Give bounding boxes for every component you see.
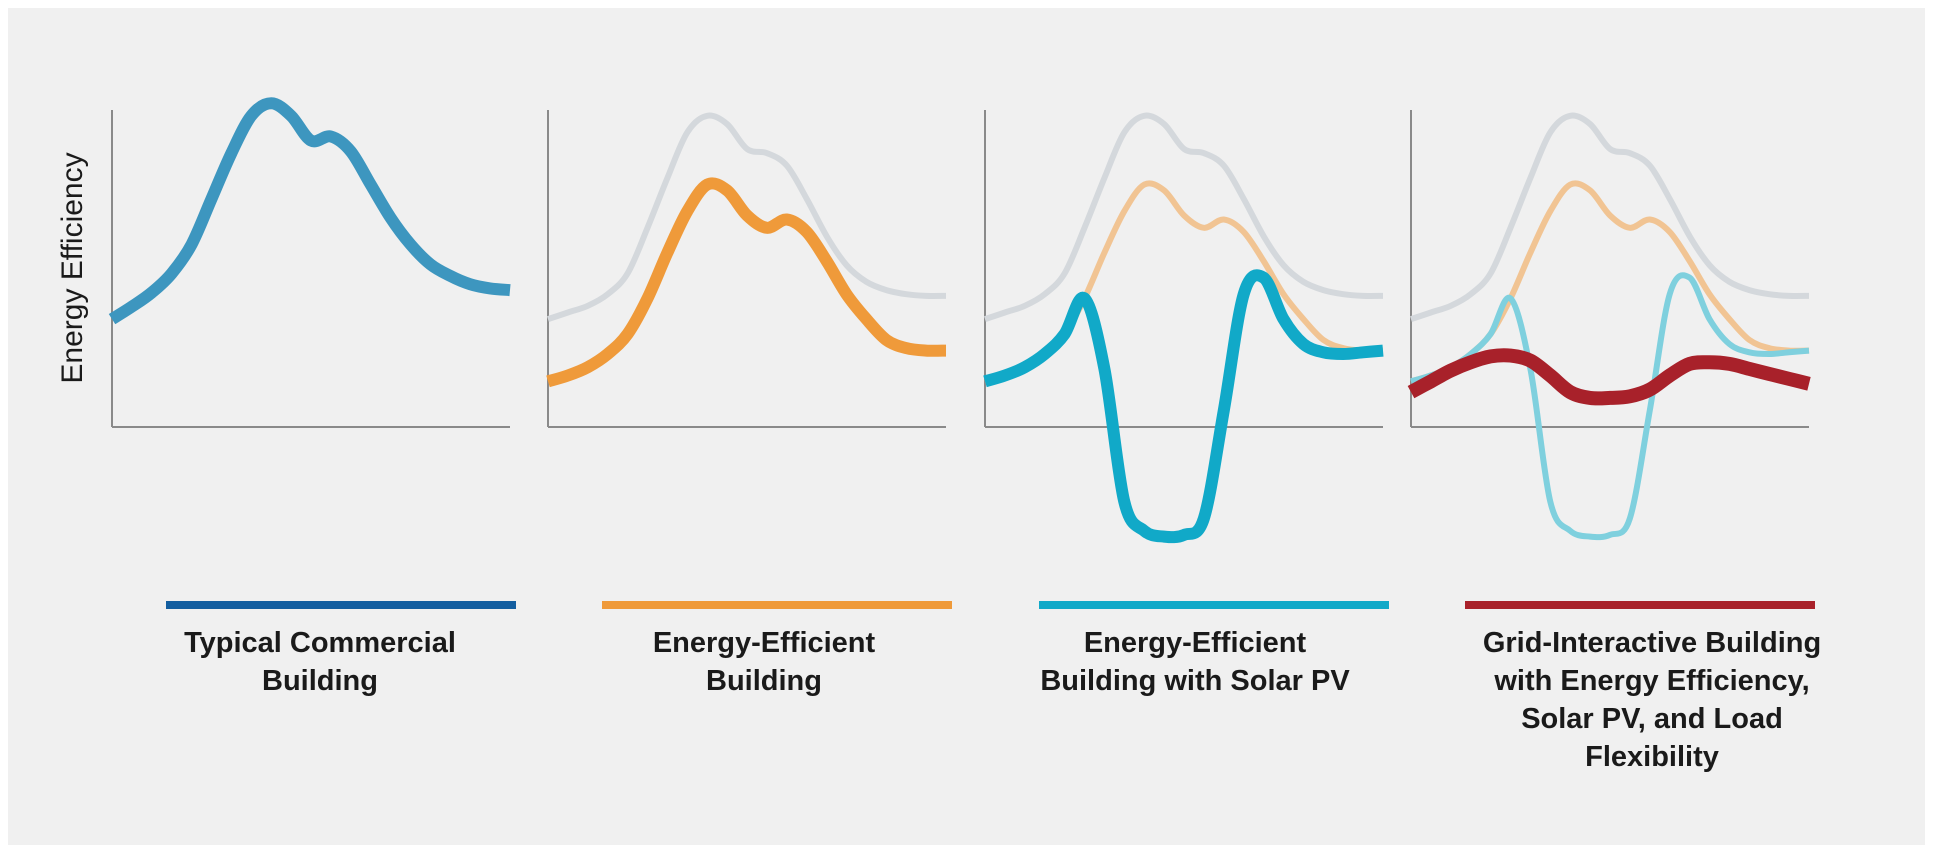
reference-line-typical bbox=[1410, 112, 1810, 322]
reference-line-solar_faded bbox=[1410, 272, 1810, 541]
panel-caption-grid: Grid-Interactive Building with Energy Ef… bbox=[1482, 627, 1822, 773]
reference-line-typical bbox=[547, 112, 947, 322]
panel-4 bbox=[1407, 110, 1815, 609]
legend-bar bbox=[166, 601, 516, 609]
series-line-typical bbox=[108, 97, 511, 325]
legend-bar bbox=[1039, 601, 1389, 609]
series-line-grid bbox=[1407, 348, 1811, 406]
series-line-efficient bbox=[546, 177, 947, 388]
series-line-solar bbox=[983, 269, 1384, 544]
panel-caption-solar: Energy-Efficient Building with Solar PV bbox=[1040, 627, 1350, 697]
panel-3 bbox=[983, 110, 1389, 609]
legend-bar bbox=[602, 601, 952, 609]
panel-caption-efficient: Energy-Efficient Building bbox=[652, 627, 876, 697]
legend-bar bbox=[1465, 601, 1815, 609]
panel-1 bbox=[108, 97, 516, 609]
panel-caption-typical: Typical Commercial Building bbox=[184, 627, 456, 697]
y-axis-label: Energy Efficiency bbox=[56, 152, 89, 383]
reference-line-typical bbox=[984, 112, 1384, 322]
panel-2 bbox=[546, 110, 952, 609]
panels-layer bbox=[108, 97, 1815, 609]
